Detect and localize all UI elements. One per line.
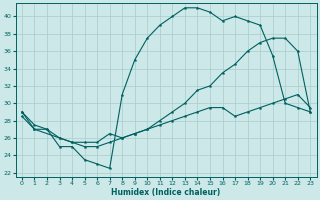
X-axis label: Humidex (Indice chaleur): Humidex (Indice chaleur) <box>111 188 221 197</box>
